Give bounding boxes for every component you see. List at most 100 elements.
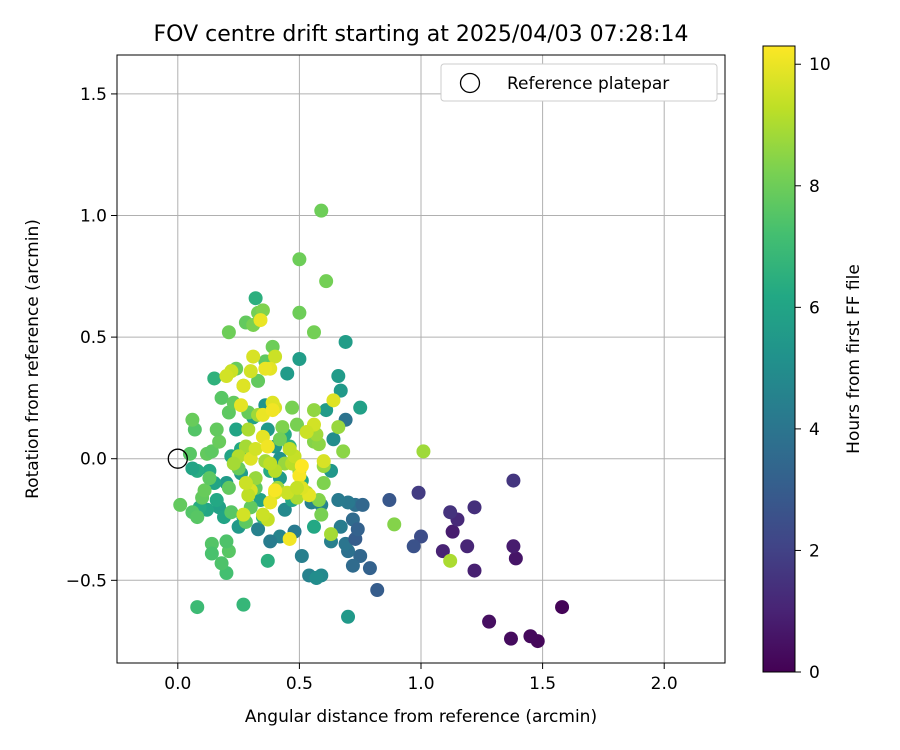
- colorbar-ticks: 0 2 4 6 8 10: [795, 55, 831, 683]
- y-tick-label: 0.0: [80, 450, 107, 470]
- legend: Reference platepar: [440, 63, 718, 102]
- data-point: [221, 325, 236, 340]
- colorbar-tick-label: 0: [809, 663, 820, 683]
- data-point: [467, 500, 482, 515]
- data-point: [482, 614, 497, 629]
- data-point: [306, 325, 321, 340]
- data-point: [460, 539, 475, 554]
- data-point: [503, 631, 518, 646]
- y-axis-label: Rotation from reference (arcmin): [23, 219, 43, 499]
- data-point: [382, 493, 397, 508]
- y-tick-label: 0.5: [80, 328, 107, 348]
- data-point: [443, 553, 458, 568]
- data-point: [190, 600, 205, 615]
- data-point: [319, 403, 334, 418]
- data-point: [506, 539, 521, 554]
- legend-box: [440, 63, 718, 102]
- data-point: [292, 352, 307, 366]
- colorbar-gradient: [762, 45, 796, 673]
- colorbar: 0 2 4 6 8 10 Hours from first FF file: [762, 45, 864, 683]
- data-point: [204, 536, 219, 551]
- data-point: [319, 274, 334, 289]
- data-point: [289, 480, 304, 495]
- data-point: [236, 378, 251, 393]
- data-point: [185, 412, 200, 427]
- data-point: [314, 203, 329, 218]
- data-point: [255, 507, 270, 522]
- data-point: [314, 507, 329, 522]
- data-point: [411, 485, 426, 500]
- data-point: [277, 502, 292, 517]
- data-point: [353, 548, 368, 563]
- data-point: [234, 398, 249, 413]
- data-point: [299, 424, 314, 439]
- legend-label: Reference platepar: [507, 74, 669, 94]
- data-point: [336, 444, 351, 459]
- data-point: [236, 507, 251, 522]
- data-point: [246, 349, 261, 364]
- data-point: [282, 441, 297, 456]
- chart-title: FOV centre drift starting at 2025/04/03 …: [154, 22, 689, 47]
- data-point: [258, 361, 273, 376]
- data-point: [289, 417, 304, 432]
- data-point: [406, 539, 421, 554]
- data-point: [555, 600, 570, 615]
- data-point: [219, 534, 234, 549]
- data-point: [190, 510, 205, 525]
- data-point: [275, 420, 290, 435]
- data-point: [214, 390, 229, 405]
- data-point: [508, 551, 523, 566]
- data-point: [197, 483, 212, 498]
- data-point: [443, 505, 458, 520]
- data-point: [209, 493, 224, 508]
- data-point: [263, 495, 278, 510]
- y-tick-label: 1.0: [80, 207, 107, 227]
- data-point: [350, 522, 365, 537]
- data-point: [316, 454, 331, 469]
- x-axis: 0.0 0.5 1.0 1.5 2.0: [164, 663, 678, 694]
- colorbar-label: Hours from first FF file: [844, 264, 864, 454]
- data-point: [333, 519, 348, 534]
- data-point: [306, 403, 321, 418]
- colorbar-tick-label: 4: [809, 420, 820, 440]
- legend-marker-icon: [459, 72, 481, 94]
- reference-marker: [167, 448, 188, 469]
- data-point: [338, 334, 353, 349]
- data-point: [173, 497, 188, 512]
- data-point: [248, 441, 263, 456]
- y-axis: −0.5 0.0 0.5 1.0 1.5: [66, 85, 117, 591]
- data-point: [272, 432, 287, 447]
- data-point: [268, 483, 283, 498]
- data-point: [263, 456, 278, 471]
- data-point: [282, 531, 297, 546]
- data-point: [221, 480, 236, 495]
- data-point: [243, 364, 258, 379]
- y-tick-label: −0.5: [66, 571, 107, 591]
- data-point: [414, 529, 428, 544]
- x-tick-label: 1.5: [529, 674, 556, 694]
- colorbar-tick-label: 8: [809, 177, 820, 197]
- data-point: [331, 493, 346, 508]
- data-point: [306, 519, 321, 534]
- data-point: [445, 524, 460, 539]
- data-point: [224, 505, 239, 520]
- colorbar-tick-label: 10: [809, 55, 831, 75]
- data-point: [204, 444, 219, 459]
- x-tick-label: 0.0: [164, 674, 191, 694]
- colorbar-tick-label: 2: [809, 541, 820, 561]
- data-point: [253, 313, 268, 328]
- data-point: [341, 609, 356, 624]
- data-point: [214, 556, 229, 571]
- x-axis-label: Angular distance from reference (arcmin): [245, 707, 597, 727]
- data-point: [185, 461, 200, 476]
- data-point: [209, 422, 224, 437]
- data-point: [353, 400, 368, 415]
- data-point: [309, 570, 324, 585]
- data-point: [326, 393, 341, 408]
- data-point: [292, 305, 307, 320]
- data-point: [236, 597, 251, 612]
- scatter-points: [173, 203, 570, 649]
- reference-point: [167, 448, 188, 469]
- data-point: [294, 548, 309, 563]
